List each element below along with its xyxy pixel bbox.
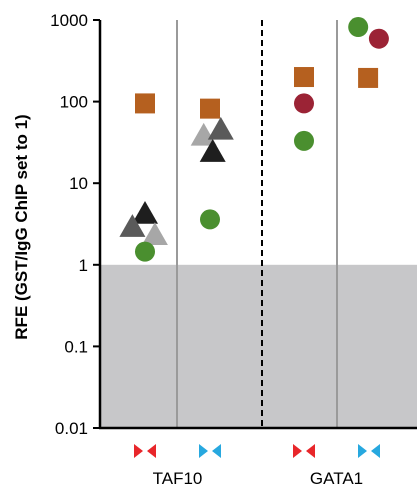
data-point-square	[294, 67, 314, 88]
y-tick-label: 0.1	[64, 337, 88, 356]
data-point-triangle	[119, 214, 146, 237]
red-bowtie-left-icon	[134, 444, 143, 458]
data-point-triangle	[207, 116, 234, 140]
y-tick-label: 0.01	[55, 419, 88, 438]
data-point-circle	[200, 209, 220, 230]
data-point-square	[135, 93, 155, 114]
y-tick-group: 1000 100 10 1 0.1 0.01	[50, 11, 100, 438]
y-tick-label: 100	[60, 93, 88, 112]
blue-bowtie-left-icon	[358, 444, 367, 458]
shaded-region-below-1	[100, 264, 417, 428]
red-bowtie-left-icon	[293, 444, 302, 458]
group-label-gata1: GATA1	[310, 469, 363, 488]
data-point-square	[200, 98, 220, 119]
data-point-circle	[294, 130, 314, 151]
data-point-circle	[348, 17, 369, 38]
data-point-triangle	[199, 139, 226, 162]
y-axis-label: RFE (GST/IgG ChIP set to 1)	[12, 114, 31, 339]
data-point-circle	[135, 241, 155, 262]
blue-bowtie-right-icon	[371, 444, 380, 458]
data-point-square	[358, 67, 379, 88]
y-tick-label: 1	[79, 256, 88, 275]
data-point-triangle	[132, 200, 158, 224]
blue-bowtie-right-icon	[212, 444, 221, 458]
category-markers	[134, 444, 380, 458]
data-point-triangle	[190, 122, 217, 146]
y-tick-label: 10	[69, 174, 88, 193]
data-points	[119, 17, 389, 262]
y-tick-label: 1000	[50, 11, 88, 30]
data-point-circle	[368, 28, 389, 49]
data-point-triangle	[141, 222, 168, 246]
blue-bowtie-left-icon	[199, 444, 208, 458]
group-label-taf10: TAF10	[153, 469, 203, 488]
red-bowtie-right-icon	[147, 444, 156, 458]
red-bowtie-right-icon	[306, 444, 315, 458]
data-point-circle	[294, 93, 314, 114]
